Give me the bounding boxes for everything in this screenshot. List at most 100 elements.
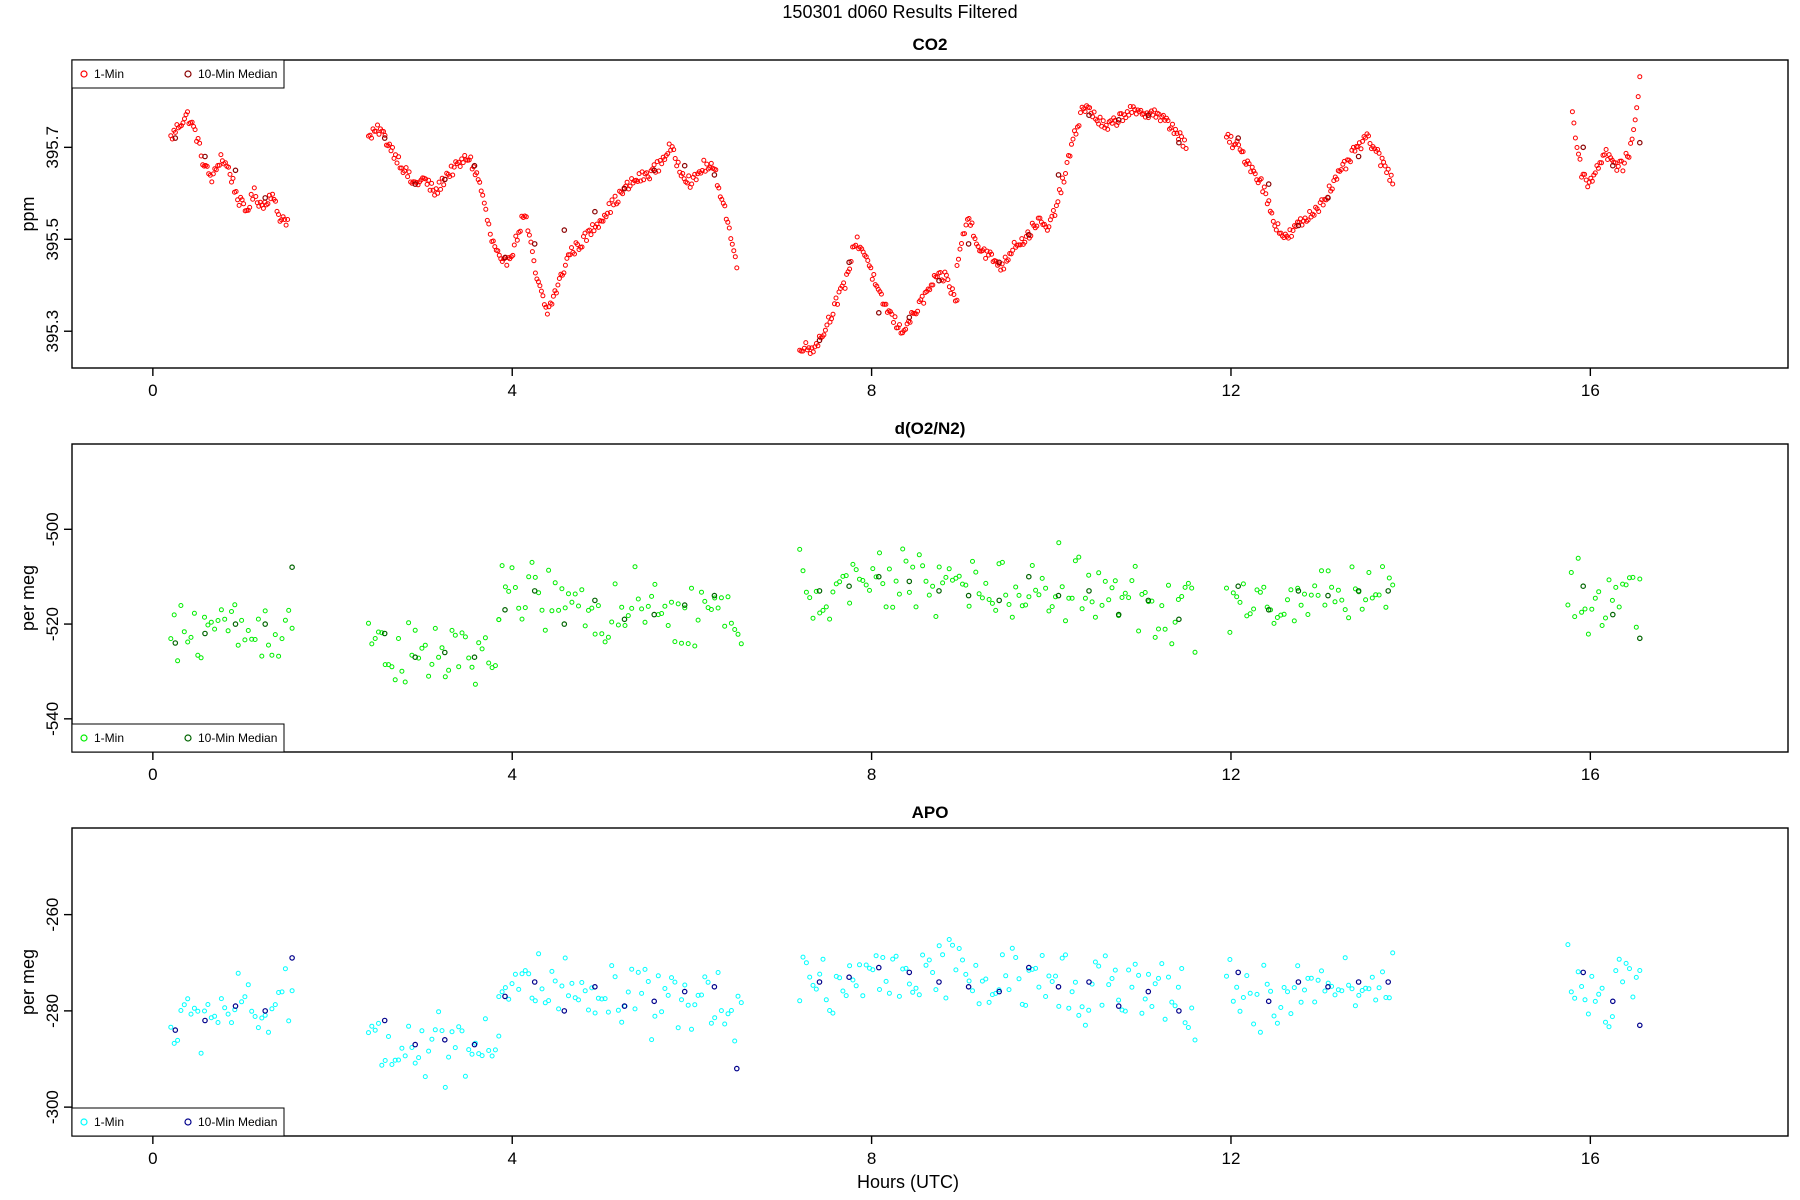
data-point-10min-median (1295, 222, 1302, 229)
data-point-10min-median (1176, 139, 1182, 146)
data-point-1min (972, 236, 978, 242)
data-point-1min (669, 599, 674, 605)
data-point-1min (1295, 963, 1301, 969)
data-point-1min (222, 1005, 228, 1011)
data-point-1min (1386, 575, 1392, 581)
data-point-1min (1023, 1002, 1029, 1008)
data-point-1min (457, 164, 463, 169)
data-point-1min (725, 594, 731, 600)
data-point-1min (1628, 140, 1634, 146)
data-point-1min (543, 304, 549, 310)
data-point-1min (1288, 1011, 1294, 1017)
data-point-1min (629, 605, 635, 611)
data-point-1min (1227, 957, 1233, 962)
data-point-1min (1160, 112, 1166, 118)
data-point-1min (1603, 147, 1609, 152)
data-point-1min (930, 282, 936, 288)
legend-label-1min: 1-Min (94, 1115, 124, 1129)
y-tick-label: -540 (43, 702, 62, 736)
data-point-1min (436, 179, 442, 185)
data-point-1min (976, 1001, 982, 1007)
data-point-1min (1056, 1003, 1062, 1009)
data-point-1min (406, 1023, 412, 1029)
data-point-1min (376, 131, 382, 137)
data-point-1min (655, 973, 661, 979)
data-point-1min (517, 228, 523, 234)
data-point-1min (1575, 969, 1581, 975)
data-point-1min (883, 604, 889, 610)
data-point-1min (1079, 606, 1085, 612)
plot-frame (71, 59, 1789, 369)
data-point-1min (883, 301, 889, 307)
data-point-1min (1166, 582, 1171, 588)
panel-3: APO per meg 0 4 8 12 16 -300 -280 -260 1-Min 10-Min… (18, 803, 1789, 1168)
data-point-1min (496, 617, 502, 623)
data-point-1min (620, 191, 626, 197)
data-point-1min (441, 182, 447, 188)
data-point-1min (1247, 611, 1253, 617)
data-point-1min (448, 163, 454, 169)
data-point-10min-median (1026, 573, 1032, 580)
data-point-1min (1179, 966, 1185, 971)
data-point-1min (245, 628, 251, 633)
data-point-1min (592, 631, 598, 637)
data-point-1min (1082, 109, 1088, 114)
data-point-10min-median (441, 649, 448, 656)
data-point-1min (509, 565, 515, 571)
data-point-1min (622, 623, 628, 628)
x-tick-label: 12 (1222, 765, 1241, 784)
data-point-1min (916, 552, 922, 558)
data-point-1min (1156, 626, 1161, 632)
data-point-1min (672, 979, 678, 985)
data-point-1min (639, 606, 645, 612)
data-point-1min (539, 986, 545, 992)
data-point-1min (1359, 606, 1365, 612)
data-point-1min (963, 582, 969, 588)
data-point-1min (1569, 109, 1575, 115)
data-point-1min (432, 1027, 438, 1033)
data-point-1min (728, 1008, 734, 1013)
data-point-1min (1609, 597, 1615, 603)
data-point-1min (424, 181, 430, 187)
data-point-1min (1162, 626, 1168, 632)
data-point-1min (1298, 216, 1303, 222)
data-point-1min (685, 641, 691, 647)
data-point-1min (632, 564, 638, 570)
data-point-1min (797, 998, 803, 1004)
data-point-1min (1129, 110, 1135, 115)
data-point-1min (1266, 198, 1272, 204)
data-point-1min (191, 1005, 197, 1011)
data-point-1min (230, 175, 236, 181)
data-point-1min (259, 1015, 265, 1021)
data-point-1min (181, 629, 187, 635)
data-point-10min-median (996, 259, 1003, 266)
data-point-1min (486, 660, 492, 666)
data-point-1min (369, 1023, 375, 1029)
data-point-1min (1023, 602, 1029, 608)
data-point-1min (933, 987, 939, 993)
data-point-1min (651, 162, 657, 168)
data-point-1min (213, 167, 219, 173)
data-point-10min-median (232, 167, 239, 174)
data-point-1min (1123, 115, 1129, 121)
y-tick-label: 395.5 (43, 218, 62, 261)
data-point-10min-median (846, 259, 852, 266)
data-point-10min-median (1295, 588, 1302, 594)
data-point-1min (392, 677, 398, 683)
data-point-1min (807, 974, 813, 980)
data-point-1min (1170, 121, 1175, 127)
data-point-1min (1236, 142, 1242, 148)
data-point-1min (625, 989, 631, 995)
data-point-1min (180, 120, 186, 126)
data-point-1min (1224, 973, 1229, 979)
data-point-1min (1599, 160, 1604, 166)
data-point-1min (538, 288, 544, 294)
data-point-10min-median (381, 630, 388, 637)
data-point-1min (627, 183, 633, 189)
data-point-1min (1261, 184, 1267, 190)
data-point-1min (1066, 1005, 1072, 1011)
data-point-1min (642, 966, 648, 972)
data-point-1min (927, 287, 933, 293)
data-point-1min (205, 1002, 211, 1007)
